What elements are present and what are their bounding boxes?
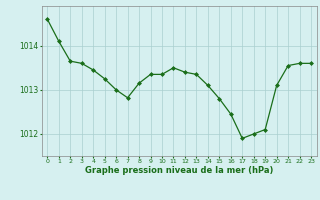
X-axis label: Graphe pression niveau de la mer (hPa): Graphe pression niveau de la mer (hPa) <box>85 166 273 175</box>
